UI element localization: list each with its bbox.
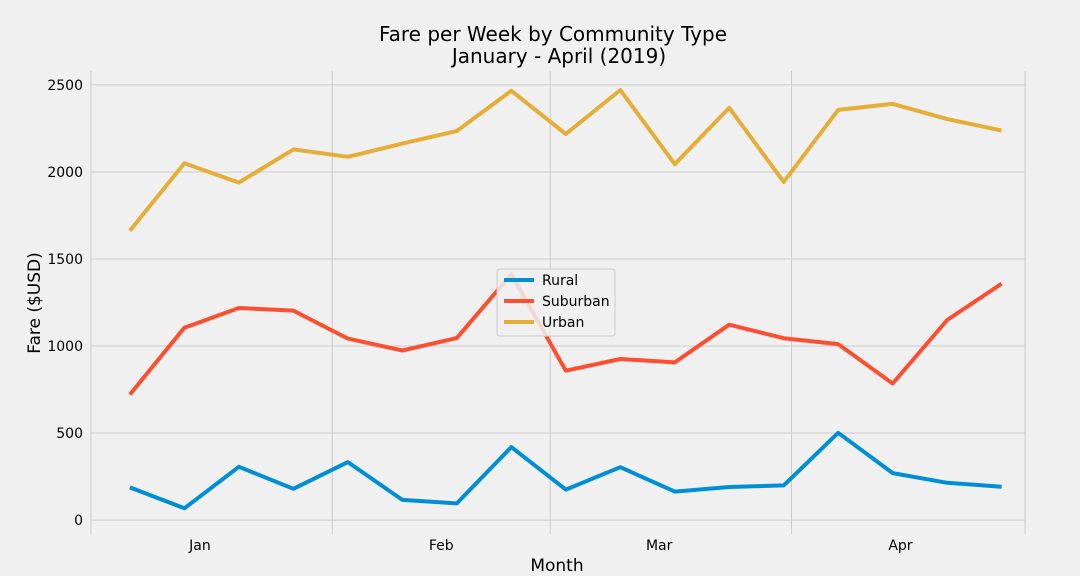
data-point-rural: [891, 471, 895, 475]
data-point-urban: [891, 102, 895, 106]
grid: [90, 71, 1026, 534]
x-tick-label: Feb: [429, 538, 454, 554]
data-point-suburban: [564, 369, 568, 373]
data-point-suburban: [128, 392, 132, 396]
data-point-rural: [400, 498, 404, 502]
series-line-suburban: [128, 272, 1003, 396]
legend-label-urban: Urban: [542, 315, 584, 331]
data-point-rural: [1000, 485, 1004, 489]
data-point-suburban: [400, 348, 404, 352]
data-point-suburban: [1000, 282, 1004, 286]
data-point-rural: [237, 465, 241, 469]
data-point-suburban: [945, 318, 949, 322]
series-line-urban: [128, 88, 1003, 233]
y-tick-label: 1500: [47, 252, 83, 268]
data-point-suburban: [291, 309, 295, 313]
data-point-urban: [291, 147, 295, 151]
y-tick-label: 1000: [47, 339, 83, 355]
data-point-suburban: [182, 326, 186, 330]
data-point-suburban: [673, 360, 677, 364]
chart-subtitle: January - April (2019): [450, 44, 666, 68]
data-point-rural: [727, 485, 731, 489]
data-point-urban: [455, 129, 459, 133]
data-point-urban: [400, 142, 404, 146]
data-point-suburban: [727, 323, 731, 327]
data-point-urban: [509, 89, 513, 93]
y-axis-label: Fare ($USD): [25, 252, 45, 354]
data-point-rural: [782, 483, 786, 487]
data-point-urban: [237, 181, 241, 185]
data-point-urban: [182, 161, 186, 165]
data-point-urban: [673, 162, 677, 166]
data-point-urban: [1000, 128, 1004, 132]
data-point-rural: [618, 465, 622, 469]
data-point-rural: [836, 431, 840, 435]
legend-label-rural: Rural: [542, 273, 578, 289]
data-point-suburban: [836, 342, 840, 346]
data-point-rural: [182, 506, 186, 510]
data-point-rural: [945, 481, 949, 485]
data-point-rural: [346, 460, 350, 464]
chart-title: Fare per Week by Community Type: [379, 22, 727, 46]
data-point-suburban: [346, 337, 350, 341]
data-point-rural: [291, 487, 295, 491]
series-line-rural: [129, 430, 1002, 511]
series-lines: [128, 88, 1004, 511]
legend-box: [496, 268, 616, 337]
data-point-urban: [782, 180, 786, 184]
data-point-rural: [509, 445, 513, 449]
data-point-urban: [564, 132, 568, 136]
legend-label-suburban: Suburban: [542, 294, 610, 310]
x-tick-label: Mar: [646, 538, 673, 554]
data-point-suburban: [618, 357, 622, 361]
x-axis-label: Month: [530, 556, 583, 576]
x-tick-label: Apr: [888, 538, 912, 554]
data-point-suburban: [455, 336, 459, 340]
data-point-urban: [618, 88, 622, 92]
data-point-rural: [564, 488, 568, 492]
y-tick-label: 0: [74, 513, 83, 529]
data-point-rural: [673, 490, 677, 494]
data-point-rural: [128, 485, 132, 489]
data-point-urban: [945, 117, 949, 121]
y-tick-label: 2000: [47, 165, 83, 181]
data-point-suburban: [782, 336, 786, 340]
data-point-rural: [455, 501, 459, 505]
data-point-urban: [128, 229, 132, 233]
x-tick-label: Jan: [188, 538, 211, 554]
data-point-urban: [346, 155, 350, 159]
data-point-suburban: [891, 381, 895, 385]
data-point-suburban: [237, 306, 241, 310]
legend: Rural Suburban Urban: [496, 268, 616, 337]
axes: 0 500 1000 1500 2000 2500 Jan Feb Mar Apr: [47, 78, 912, 554]
y-tick-label: 2500: [47, 78, 83, 94]
data-point-urban: [836, 108, 840, 112]
data-point-urban: [727, 106, 731, 110]
y-tick-label: 500: [56, 426, 83, 442]
